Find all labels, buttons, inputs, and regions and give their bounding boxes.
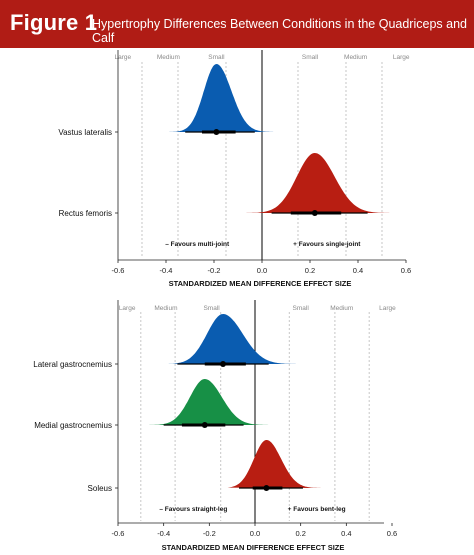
chart-2-magnitude-label: Large bbox=[379, 305, 396, 312]
chart-1-x-tick-label: -0.6 bbox=[112, 266, 125, 275]
chart-1-x-tick-label: 0.2 bbox=[305, 266, 315, 275]
chart-2-x-tick-label: -0.6 bbox=[112, 529, 125, 538]
chart-2-point-estimate-2 bbox=[201, 422, 208, 428]
chart-2-x-axis-label: STANDARDIZED MEAN DIFFERENCE EFFECT SIZE bbox=[162, 543, 345, 552]
chart-1-magnitude-label: Medium bbox=[344, 54, 367, 61]
chart-2-x-tick-label: 0.2 bbox=[295, 529, 305, 538]
chart-1-x-tick-label: -0.2 bbox=[208, 266, 221, 275]
chart-2-magnitude-label: Small bbox=[293, 305, 310, 312]
chart-2-point-estimate-1 bbox=[220, 361, 227, 367]
chart-2-point-estimate-3 bbox=[263, 485, 270, 491]
chart-2-magnitude-label: Large bbox=[119, 305, 136, 312]
chart-2-density-1 bbox=[168, 314, 301, 364]
chart-1-magnitude-label: Large bbox=[393, 54, 410, 61]
chart-2-x-tick-label: 0.6 bbox=[387, 529, 397, 538]
chart-1-x-tick-label: 0.4 bbox=[353, 266, 363, 275]
chart-2-x-tick-label: -0.4 bbox=[157, 529, 170, 538]
chart-1-magnitude-label: Medium bbox=[157, 54, 180, 61]
chart-2-magnitude-label: Medium bbox=[330, 305, 353, 312]
chart-2-favours-left: – Favours straight-leg bbox=[159, 506, 227, 513]
figure-header: Figure 1 Hypertrophy Differences Between… bbox=[0, 0, 474, 48]
chart-2-magnitude-label: Small bbox=[203, 305, 220, 312]
chart-1-favours-right: + Favours single-joint bbox=[293, 241, 361, 248]
chart-1-magnitude-label: Small bbox=[302, 54, 319, 61]
chart-1-density-1 bbox=[166, 64, 282, 132]
chart-1-magnitude-label: Large bbox=[114, 54, 131, 61]
chart-2-series-label: Soleus bbox=[88, 484, 112, 493]
chart-2-density-3 bbox=[227, 440, 324, 488]
chart-1-point-estimate-1 bbox=[213, 129, 220, 135]
chart-2-series-label: Lateral gastrocnemius bbox=[33, 360, 112, 369]
chart-1-x-axis-label: STANDARDIZED MEAN DIFFERENCE EFFECT SIZE bbox=[169, 279, 352, 288]
chart-2-magnitude-label: Medium bbox=[154, 305, 177, 312]
chart-2-x-tick-label: -0.2 bbox=[203, 529, 216, 538]
chart-1-favours-left: – Favours multi-joint bbox=[165, 241, 230, 248]
chart-1-density-2 bbox=[233, 153, 402, 213]
chart-2-series-label: Medial gastrocnemius bbox=[34, 421, 112, 430]
chart-2-favours-right: + Favours bent-leg bbox=[288, 506, 346, 513]
chart-1-point-estimate-2 bbox=[311, 210, 318, 216]
figure-charts: Large Medium Small Small Medium Large -0.6 -0.4… bbox=[33, 50, 411, 552]
chart-2-density-2 bbox=[118, 379, 278, 425]
chart-1-x-tick-label: 0.6 bbox=[401, 266, 411, 275]
chart-1-series-label: Rectus femoris bbox=[59, 209, 112, 218]
chart-1-x-tick-label: 0.0 bbox=[257, 266, 267, 275]
chart-2-x-tick-label: 0.0 bbox=[250, 529, 260, 538]
figure-label: Figure 1 bbox=[10, 10, 98, 35]
chart-1-x-tick-label: -0.4 bbox=[160, 266, 173, 275]
figure-title: Hypertrophy Differences Between Conditio… bbox=[92, 17, 467, 45]
chart-1-series-label: Vastus lateralis bbox=[58, 128, 112, 137]
chart-1-magnitude-label: Small bbox=[208, 54, 225, 61]
chart-2-x-tick-label: 0.4 bbox=[341, 529, 351, 538]
